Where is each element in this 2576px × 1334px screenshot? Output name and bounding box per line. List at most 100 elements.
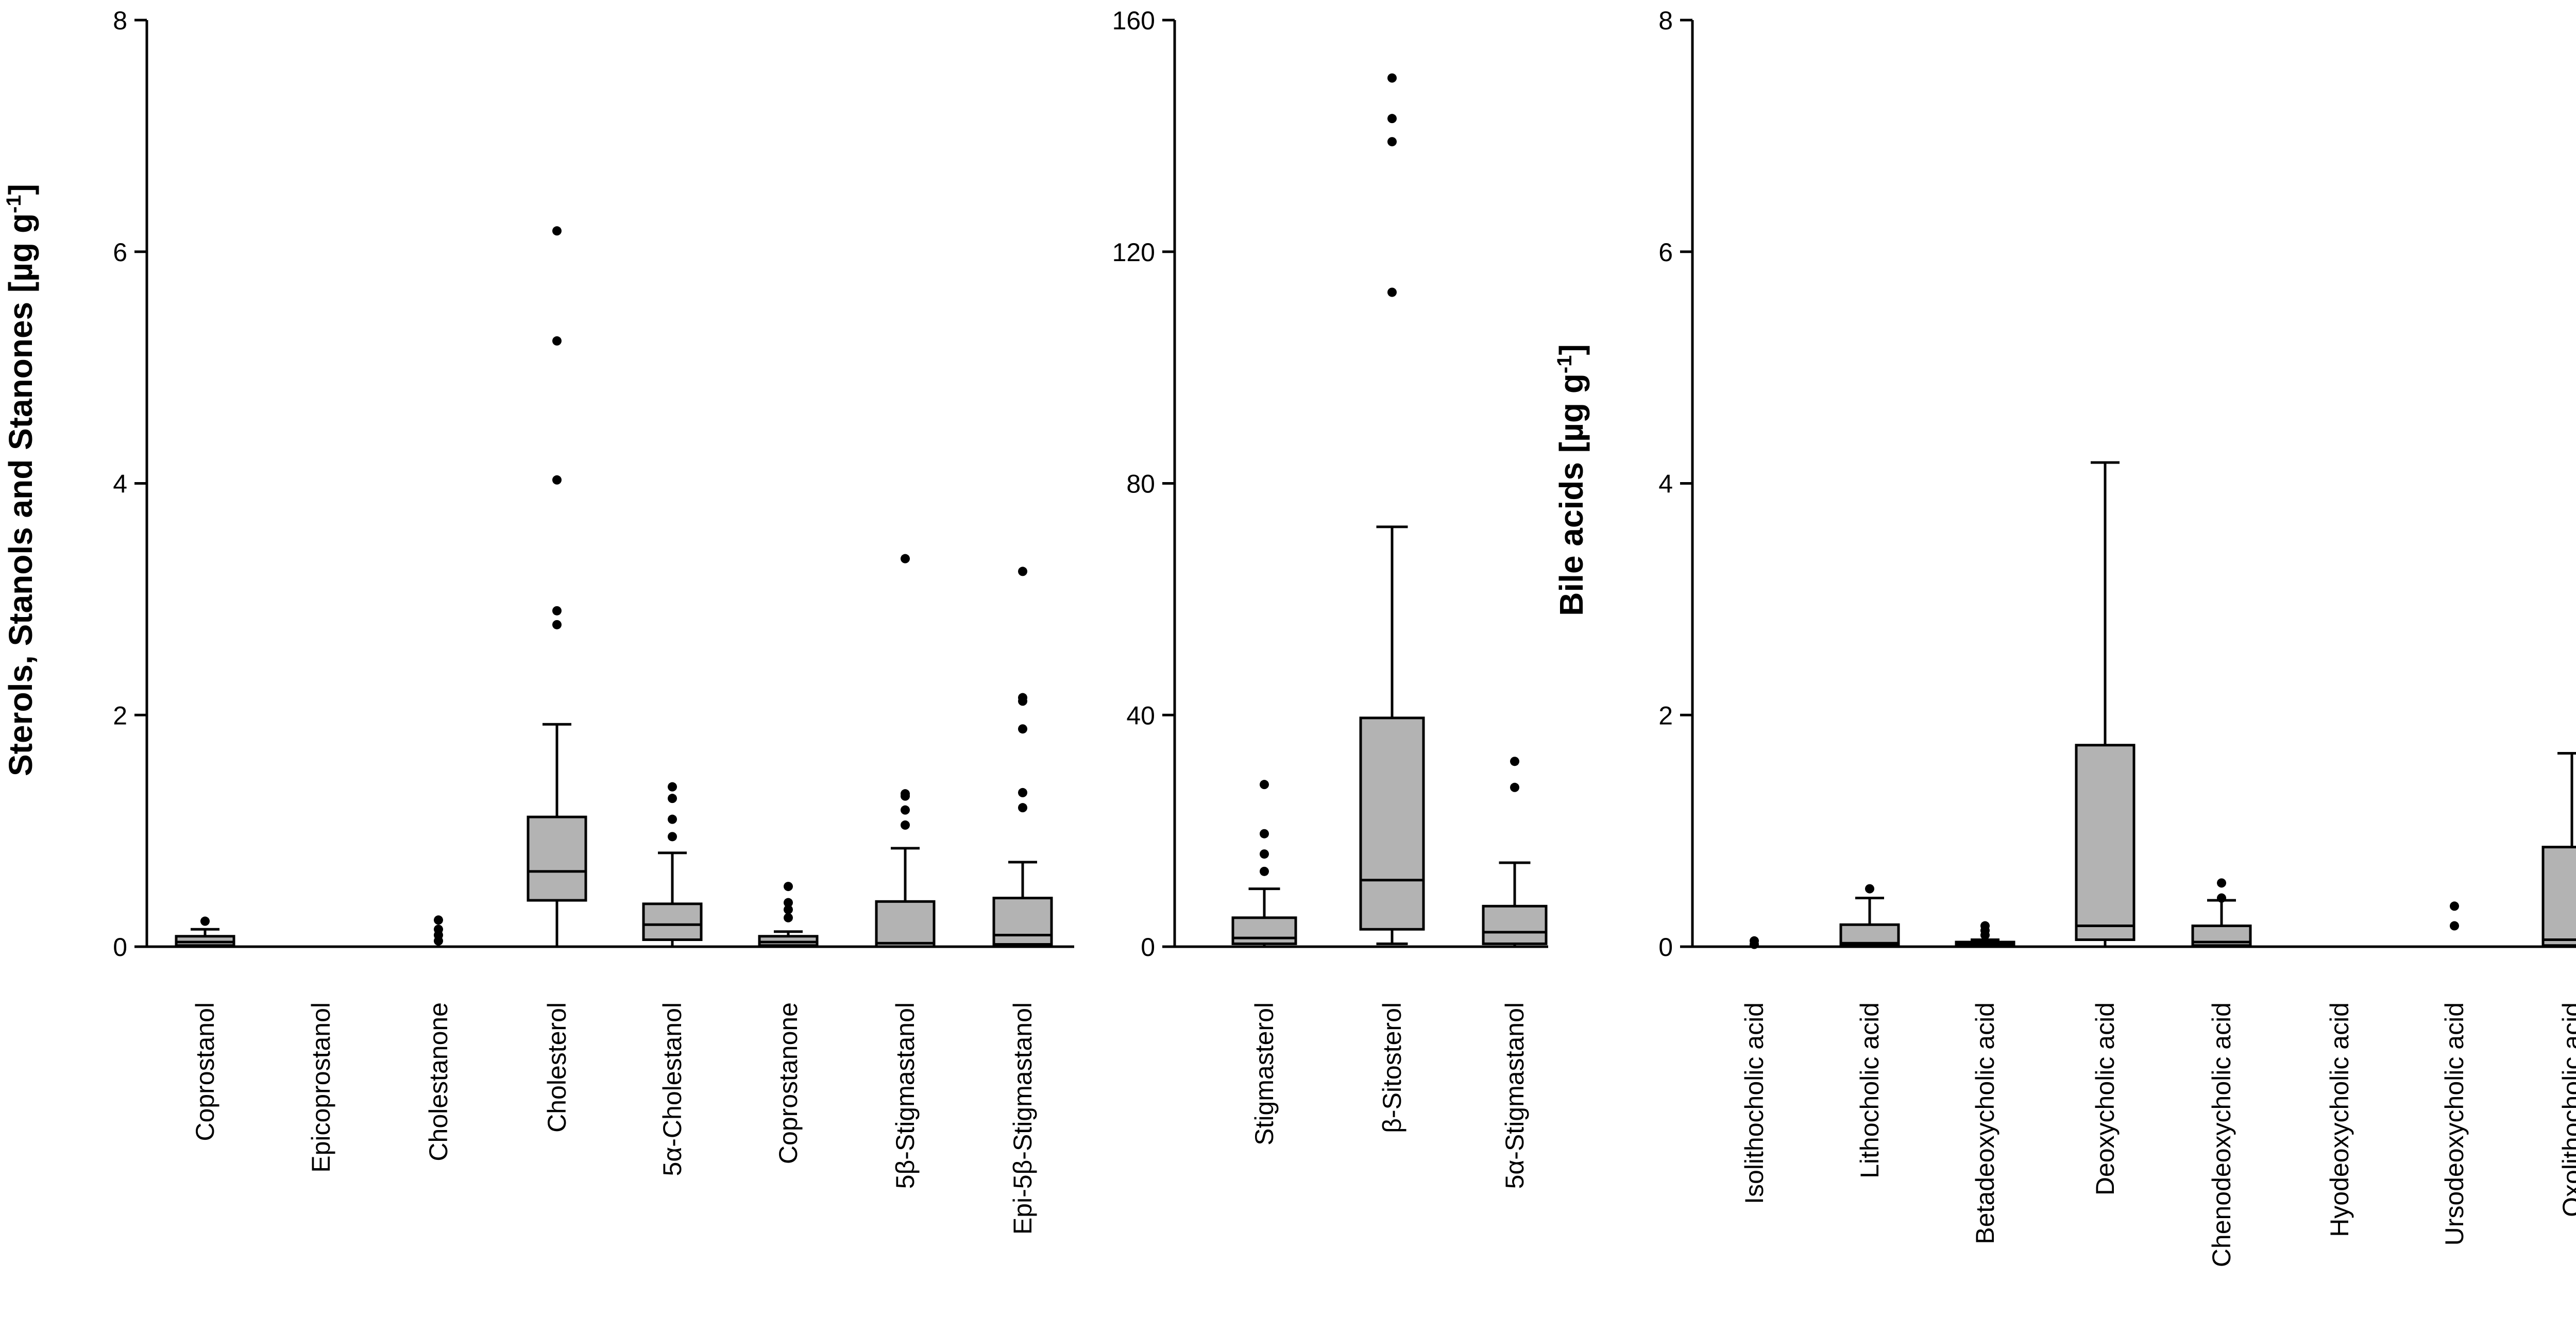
x-tick-label: 5β-Stigmastanol: [891, 1002, 920, 1189]
box-Chenodeoxycholic acid: Chenodeoxycholic acid: [2191, 878, 2252, 1267]
outlier-point: [784, 882, 793, 892]
outlier-point: [1018, 724, 1027, 734]
outlier-point: [668, 832, 677, 842]
box-5β-Stigmastanol: 5β-Stigmastanol: [875, 554, 936, 1189]
y-axis-title: Sterols, Stanols and Stanones [µg g-1]: [2, 184, 39, 776]
box-Coprostanone: Coprostanone: [758, 882, 819, 1164]
y-axis-title: Bile acids [µg g-1]: [1553, 344, 1590, 616]
y-tick-label: 2: [113, 701, 127, 730]
outlier-point: [2217, 893, 2226, 903]
outlier-point: [1510, 757, 1519, 766]
box-Coprostanol: Coprostanol: [175, 916, 235, 1141]
y-tick-label: 6: [113, 238, 127, 267]
outlier-point: [1510, 782, 1519, 792]
x-tick-label: Betadeoxycholic acid: [1971, 1002, 1999, 1244]
outlier-point: [1018, 567, 1027, 576]
panel-2: 0 40 80 120 160 Stigmasterol β-Sitosterol 5α-St…: [1112, 6, 1548, 1189]
x-tick-label: Coprostanone: [774, 1002, 803, 1164]
outlier-point: [2450, 921, 2459, 931]
x-tick-label: β-Sitosterol: [1378, 1002, 1406, 1133]
outlier-point: [2217, 878, 2226, 888]
x-tick-label: Ursodeoxycholic acid: [2440, 1002, 2469, 1245]
y-tick-label: 4: [113, 470, 127, 499]
y-tick-label: 8: [1658, 6, 1673, 35]
x-tick-label: Lithocholic acid: [1855, 1002, 1884, 1178]
outlier-point: [552, 620, 562, 629]
y-tick-label: 4: [1658, 470, 1673, 499]
box-iqr: [875, 900, 936, 948]
outlier-point: [1260, 866, 1269, 876]
box-Hyodeoxycholic acid: Hyodeoxycholic acid: [2311, 945, 2368, 1237]
outlier-point: [1387, 137, 1397, 147]
outlier-point: [901, 554, 910, 563]
y-axis-title-main: Bile acids [µg g: [1553, 373, 1590, 616]
box-iqr: [527, 815, 587, 902]
outlier-point: [1018, 693, 1027, 703]
box-Oxolithocholic acid: Oxolithocholic acid: [2541, 751, 2576, 1217]
outlier-point: [1260, 829, 1269, 839]
outlier-point: [1387, 287, 1397, 297]
y-tick-label: 0: [113, 933, 127, 962]
y-tick-label: 0: [1141, 933, 1155, 962]
outlier-point: [434, 925, 443, 934]
box-Ursodeoxycholic acid: Ursodeoxycholic acid: [2426, 901, 2483, 1245]
y-tick-label: 8: [113, 6, 127, 35]
box-iqr: [1482, 904, 1548, 945]
x-tick-label: Epicoprostanol: [307, 1002, 335, 1173]
outlier-point: [1260, 780, 1269, 790]
outlier-point: [552, 336, 562, 346]
y-tick-label: 0: [1658, 933, 1673, 962]
y-axis-title-superscript: -1: [3, 195, 25, 213]
x-tick-label: Epi-5β-Stigmastanol: [1008, 1002, 1037, 1235]
outlier-point: [901, 789, 910, 799]
x-tick-label: Cholestanone: [424, 1002, 453, 1161]
outlier-point: [1865, 884, 1874, 894]
box-iqr: [1231, 916, 1297, 945]
box-Epi-5β-Stigmastanol: Epi-5β-Stigmastanol: [992, 567, 1053, 1235]
outlier-point: [1260, 849, 1269, 859]
outlier-point: [668, 794, 677, 803]
y-axis-title-end: ]: [2, 184, 39, 195]
x-tick-label: 5α-Stigmastanol: [1500, 1002, 1529, 1189]
x-tick-label: Cholesterol: [543, 1002, 571, 1133]
outlier-point: [784, 898, 793, 908]
x-tick-label: Oxolithocholic acid: [2557, 1002, 2576, 1217]
x-tick-label: Coprostanol: [191, 1002, 219, 1141]
box-Lithocholic acid: Lithocholic acid: [1839, 884, 1900, 1178]
x-tick-label: Hyodeoxycholic acid: [2325, 1002, 2354, 1237]
y-tick-label: 120: [1112, 238, 1155, 267]
outlier-point: [668, 782, 677, 792]
y-axis-title-main: Sterols, Stanols and Stanones [µg g: [2, 213, 39, 776]
y-tick-label: 80: [1126, 470, 1155, 499]
box-β-Sitosterol: β-Sitosterol: [1359, 73, 1425, 1133]
y-axis-title-end: ]: [1553, 344, 1590, 355]
box-Betadeoxycholic acid: Betadeoxycholic acid: [1955, 921, 2015, 1244]
x-tick-label: Chenodeoxycholic acid: [2207, 1002, 2236, 1267]
panel-3: 0 2 4 6 8 Bile acids [µg g-1] Isolithocholic a…: [1553, 6, 2576, 1267]
x-tick-label: Stigmasterol: [1250, 1002, 1279, 1145]
box-Epicoprostanol: Epicoprostanol: [292, 945, 350, 1173]
box-Cholesterol: Cholesterol: [527, 226, 587, 1133]
x-tick-label: Isolithocholic acid: [1740, 1002, 1769, 1204]
x-tick-label: 5α-Cholestanol: [658, 1002, 687, 1176]
box-Isolithocholic acid: Isolithocholic acid: [1725, 936, 1783, 1204]
y-tick-label: 2: [1658, 701, 1673, 730]
box-Stigmasterol: Stigmasterol: [1231, 780, 1297, 1145]
box-Cholestanone: Cholestanone: [410, 915, 467, 1161]
y-axis-title-superscript: -1: [1553, 355, 1576, 373]
outlier-point: [2450, 901, 2459, 911]
outlier-point: [552, 475, 562, 485]
box-5α-Cholestanol: 5α-Cholestanol: [642, 782, 703, 1176]
outlier-point: [1980, 921, 1990, 931]
outlier-point: [434, 915, 443, 925]
box-5α-Stigmastanol: 5α-Stigmastanol: [1482, 757, 1548, 1189]
outlier-point: [552, 606, 562, 615]
box-iqr: [1359, 716, 1425, 931]
outlier-point: [1387, 73, 1397, 83]
outlier-point: [1018, 803, 1027, 813]
outlier-point: [784, 905, 793, 915]
outlier-point: [784, 913, 793, 922]
box-Deoxycholic acid: Deoxycholic acid: [2075, 461, 2136, 1195]
